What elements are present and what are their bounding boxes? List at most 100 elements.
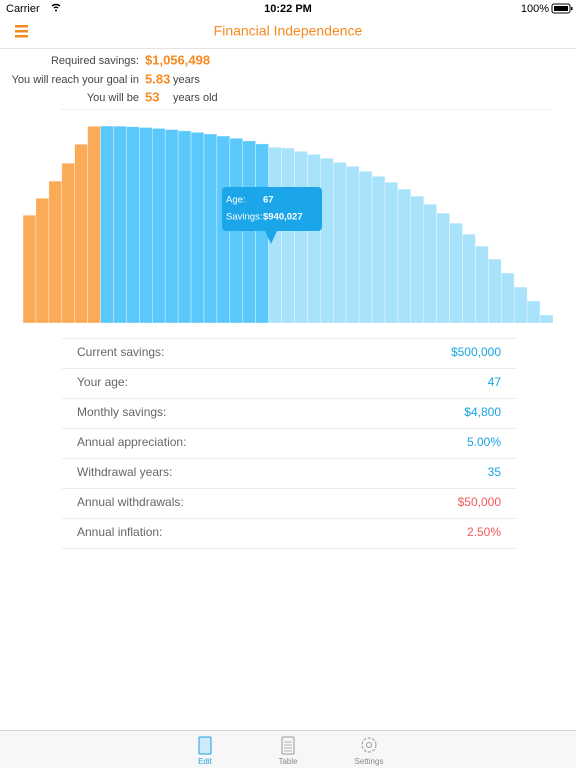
bar [320, 157, 334, 324]
bar [203, 133, 218, 324]
summary-label: You will be [87, 92, 139, 104]
bar [242, 140, 256, 324]
setting-value: $4,800 [464, 405, 501, 419]
battery-fill [554, 6, 568, 11]
bar [294, 151, 308, 324]
carrier: Carrier [6, 3, 40, 15]
settings-row[interactable]: Withdrawal years: 35 [77, 465, 501, 479]
battery-outline [551, 3, 571, 14]
menu-bar [15, 30, 28, 33]
table-icon-lines [284, 741, 292, 752]
summary-unit: years old [173, 92, 218, 104]
bar [526, 300, 541, 324]
table-icon [281, 736, 295, 755]
gear-icon [361, 737, 377, 753]
summary-label: Required savings: [51, 55, 139, 67]
setting-value: 35 [488, 465, 502, 479]
setting-value: 5.00% [467, 435, 501, 449]
summary-value: $1,056,498 [145, 52, 210, 67]
settings-row[interactable]: Annual inflation: 2.50% [77, 525, 501, 539]
wifi-icon [51, 3, 61, 9]
setting-label: Annual inflation: [77, 525, 162, 539]
tooltip-label: Age: [226, 195, 246, 206]
tab-edit[interactable]: Edit [198, 736, 213, 766]
tab-bar [0, 730, 576, 768]
summary-value: 53 [145, 89, 159, 104]
bar [345, 165, 360, 324]
bar [190, 132, 205, 324]
tab-settings[interactable]: Settings [355, 737, 384, 766]
settings-row[interactable]: Annual appreciation: 5.00% [77, 435, 501, 449]
bar [164, 129, 179, 324]
menu-button[interactable] [15, 25, 28, 38]
edit-icon [198, 736, 212, 755]
setting-value: $500,000 [451, 345, 501, 359]
menu-bar [15, 25, 28, 28]
bar [462, 233, 476, 324]
settings-row[interactable]: Annual withdrawals: $50,000 [77, 495, 501, 509]
summary-unit: years [173, 74, 200, 86]
bar [358, 170, 373, 324]
bar [436, 212, 450, 324]
summary-label: You will reach your goal in [12, 74, 139, 86]
bar [151, 128, 166, 324]
bar [35, 197, 50, 324]
bar [126, 126, 140, 324]
bar [281, 147, 295, 324]
bar [449, 222, 463, 324]
bar [371, 175, 386, 324]
bar [177, 130, 192, 324]
settings-row[interactable]: Monthly savings: $4,800 [77, 405, 501, 419]
setting-value: 2.50% [467, 525, 501, 539]
setting-label: Current savings: [77, 345, 164, 359]
bar [410, 195, 425, 324]
tooltip-box [222, 187, 322, 231]
gear-hub [366, 742, 372, 748]
battery-tip [571, 7, 573, 10]
bar [87, 125, 101, 324]
bar [500, 272, 515, 324]
settings-list: Current savings: $500,000 Your age: 47 Month… [62, 338, 516, 549]
setting-label: Your age: [77, 375, 128, 389]
tooltip-pointer [265, 231, 277, 244]
settings-row[interactable]: Current savings: $500,000 [77, 345, 501, 359]
tab-table[interactable]: Table [278, 736, 298, 766]
bar [332, 162, 347, 324]
bar [475, 245, 489, 324]
chart[interactable] [22, 125, 554, 324]
bar [513, 286, 528, 324]
bar [113, 125, 127, 324]
bar [74, 143, 88, 324]
tooltip-value: $940,027 [263, 212, 303, 223]
battery-text: 100% [521, 3, 549, 15]
bar [307, 154, 321, 324]
setting-value: 47 [488, 375, 502, 389]
wifi-dot [55, 9, 57, 12]
menu-bar [15, 35, 28, 38]
settings-row[interactable]: Your age: 47 [77, 375, 501, 389]
tab-label: Edit [198, 757, 213, 766]
setting-label: Withdrawal years: [77, 465, 172, 479]
clock: 10:22 PM [264, 3, 312, 15]
bar [397, 188, 412, 324]
bar [139, 127, 153, 324]
bar [488, 258, 502, 324]
header-title: Financial Independence [214, 23, 363, 39]
bar [539, 314, 554, 324]
bar [384, 181, 399, 324]
setting-value: $50,000 [458, 495, 502, 509]
bar [48, 180, 63, 324]
tooltip-label: Savings: [226, 212, 262, 223]
bar [22, 214, 37, 324]
setting-label: Annual withdrawals: [77, 495, 184, 509]
tab-label: Settings [355, 757, 384, 766]
bar [100, 125, 114, 324]
tab-label: Table [278, 757, 298, 766]
summary-value: 5.83 [145, 71, 170, 86]
bar [61, 162, 76, 324]
setting-label: Monthly savings: [77, 405, 166, 419]
bar [423, 203, 437, 324]
